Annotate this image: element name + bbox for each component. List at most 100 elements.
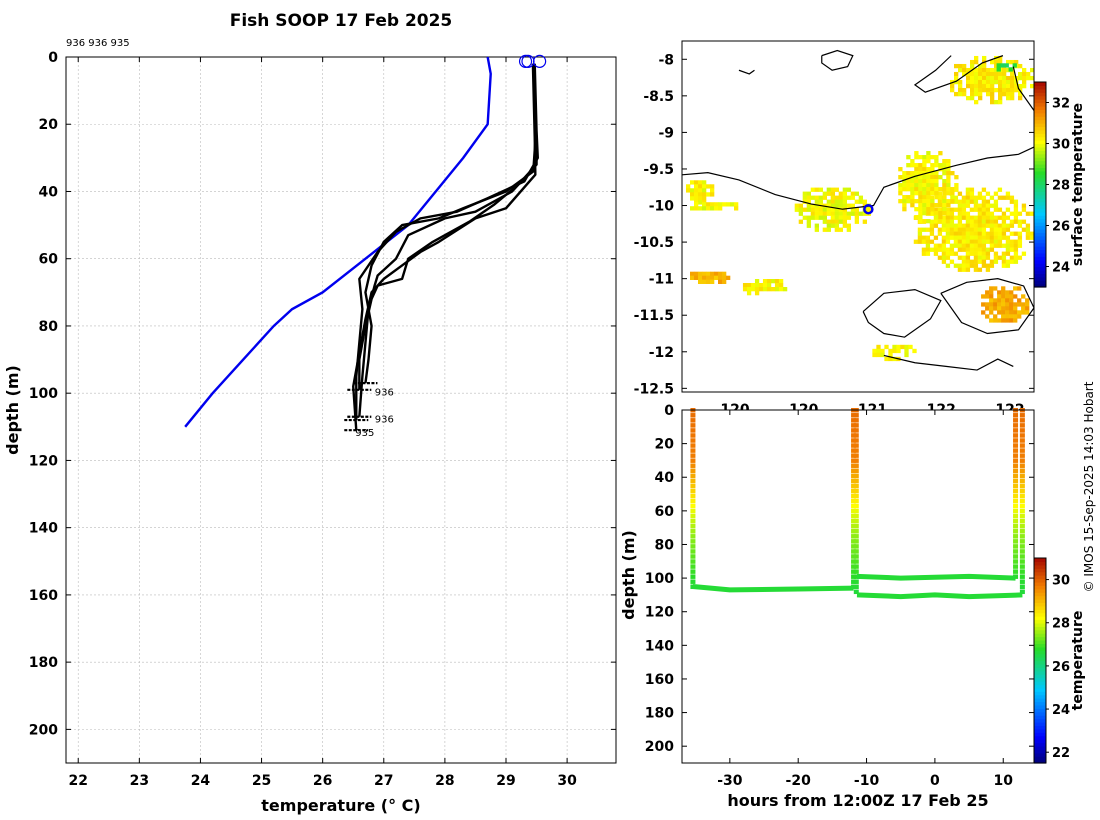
section-cast-sample — [853, 453, 859, 458]
section-colorbar-segment — [1034, 636, 1046, 641]
section-ytick-label: 40 — [655, 470, 675, 486]
sst-pixel — [933, 223, 939, 228]
sst-pixel — [933, 207, 939, 212]
section-cast-sample — [690, 428, 696, 433]
sst-pixel — [934, 163, 939, 168]
sst-pixel — [989, 231, 995, 236]
sst-pixel — [910, 183, 915, 188]
sst-pixel — [818, 211, 824, 216]
sst-pixel — [1025, 302, 1030, 307]
sst-pixel — [1025, 235, 1031, 240]
sst-pixel — [698, 200, 703, 205]
sst-pixel — [1018, 83, 1023, 89]
sst-pixel — [989, 239, 995, 244]
sst-pixel — [934, 203, 939, 208]
sst-pixel — [854, 219, 860, 224]
sst-pixel — [957, 263, 963, 268]
profile-xtick-label: 25 — [252, 773, 271, 789]
sst-pixel — [1001, 302, 1006, 307]
sst-pixel — [965, 267, 971, 272]
sst-pixel — [981, 215, 987, 220]
sst-pixel — [1006, 83, 1011, 89]
sst-pixel — [1014, 83, 1019, 89]
sst-pixel — [942, 167, 947, 172]
sst-pixel — [942, 163, 947, 168]
sst-pixel — [942, 171, 947, 176]
sst-pixel — [898, 191, 903, 196]
sst-pixel — [946, 191, 951, 196]
coastline — [821, 49, 854, 71]
sst-pixel — [934, 175, 939, 180]
sst-pixel — [989, 219, 995, 224]
sst-pixel — [985, 294, 990, 299]
section-cast-sample — [690, 423, 696, 428]
sst-pixel — [961, 239, 967, 244]
sst-pixel — [842, 191, 848, 196]
map-colorbar-segment — [1034, 187, 1046, 192]
sst-pixel — [1005, 302, 1010, 307]
sst-pixel — [690, 180, 695, 185]
sst-pixel — [985, 267, 991, 272]
section-colorbar-segment — [1034, 704, 1046, 709]
sst-pixel — [854, 207, 860, 212]
section-cast-sample — [1019, 428, 1025, 433]
sst-pixel — [941, 227, 947, 232]
sst-pixel — [710, 271, 715, 276]
sst-pixel — [926, 179, 931, 184]
section-cast-sample — [851, 584, 857, 589]
sst-pixel — [965, 255, 971, 260]
section-cast-sample — [851, 554, 857, 559]
profile-axes-frame — [65, 56, 617, 764]
sst-pixel — [918, 207, 923, 212]
sst-pixel — [910, 195, 915, 200]
sst-pixel — [945, 219, 951, 224]
map-ytick-label: -10.5 — [634, 235, 674, 251]
section-cast-sample — [1019, 458, 1025, 463]
sst-pixel — [778, 283, 784, 288]
sst-pixel — [945, 255, 951, 260]
sst-pixel — [698, 184, 703, 189]
section-cast-sample — [1013, 483, 1019, 489]
sst-pixel — [694, 202, 699, 207]
sst-pixel — [993, 286, 998, 291]
section-cast-sample — [1013, 493, 1019, 499]
sst-pixel — [998, 99, 1003, 105]
map-colorbar-segment — [1034, 205, 1046, 210]
sst-pixel — [858, 195, 864, 200]
section-colorbar-segment — [1034, 585, 1046, 590]
sst-pixel — [985, 255, 991, 260]
sst-pixel — [977, 235, 983, 240]
sst-pixel — [957, 211, 963, 216]
sst-pixel — [993, 199, 999, 204]
section-cast-sample — [690, 433, 696, 438]
section-cast-sample — [853, 448, 859, 453]
sst-pixel — [973, 231, 979, 236]
map-ytick-label: -10 — [649, 199, 675, 215]
sst-pixel — [974, 67, 979, 73]
sst-pixel — [754, 287, 760, 292]
sst-pixel — [962, 63, 967, 69]
section-cast-sample — [690, 539, 696, 544]
sst-pixel — [953, 243, 959, 248]
section-cast-sample — [853, 478, 859, 484]
section-cast-sample — [690, 574, 696, 579]
sst-pixel — [982, 67, 987, 73]
sst-pixel — [934, 187, 939, 192]
sst-pixel — [917, 239, 923, 244]
section-cast-sample — [1019, 423, 1025, 428]
sst-pixel — [965, 211, 971, 216]
section-colorbar-segment — [1034, 660, 1046, 665]
sst-pixel — [926, 187, 931, 192]
sst-pixel — [965, 231, 971, 236]
sst-pixel — [954, 75, 959, 81]
section-colorbar-segment — [1034, 708, 1046, 713]
section-cast-sample — [853, 413, 859, 418]
section-cast-sample — [1013, 473, 1019, 479]
sst-pixel — [830, 199, 836, 204]
sst-pixel — [993, 191, 999, 196]
sst-pixel — [950, 195, 955, 200]
map-colorbar-segment — [1034, 133, 1046, 138]
sst-pixel — [937, 191, 943, 196]
sst-pixel — [929, 211, 935, 216]
